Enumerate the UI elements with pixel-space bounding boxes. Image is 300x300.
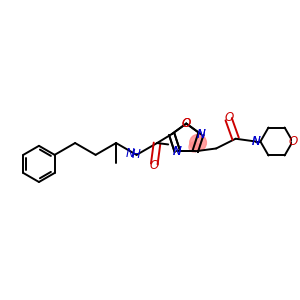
Circle shape: [189, 142, 199, 152]
Text: O: O: [182, 117, 191, 130]
Text: N: N: [251, 135, 260, 148]
Text: O: O: [182, 117, 191, 130]
Text: O: O: [288, 135, 297, 148]
Text: H: H: [132, 148, 141, 161]
Text: N: N: [173, 145, 182, 158]
Text: N: N: [126, 147, 135, 160]
Text: N: N: [196, 128, 205, 141]
Text: O: O: [224, 111, 233, 124]
Text: N: N: [251, 135, 260, 148]
Text: N: N: [173, 145, 182, 158]
Text: O: O: [150, 159, 159, 172]
Circle shape: [190, 134, 206, 151]
Text: N: N: [196, 128, 205, 141]
